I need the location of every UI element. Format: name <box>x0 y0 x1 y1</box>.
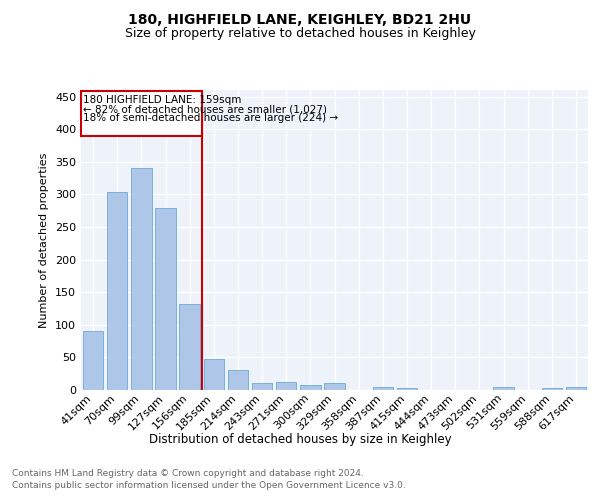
Text: 180, HIGHFIELD LANE, KEIGHLEY, BD21 2HU: 180, HIGHFIELD LANE, KEIGHLEY, BD21 2HU <box>128 12 472 26</box>
Text: Contains public sector information licensed under the Open Government Licence v3: Contains public sector information licen… <box>12 481 406 490</box>
Bar <box>83 332 103 390</box>
Bar <box>566 388 586 390</box>
Bar <box>107 192 127 390</box>
Bar <box>493 386 514 390</box>
Bar <box>155 208 176 390</box>
Bar <box>542 388 562 390</box>
Bar <box>300 386 320 390</box>
Text: Size of property relative to detached houses in Keighley: Size of property relative to detached ho… <box>125 28 475 40</box>
Text: Contains HM Land Registry data © Crown copyright and database right 2024.: Contains HM Land Registry data © Crown c… <box>12 469 364 478</box>
Text: ← 82% of detached houses are smaller (1,027): ← 82% of detached houses are smaller (1,… <box>83 104 328 115</box>
Bar <box>373 386 393 390</box>
Y-axis label: Number of detached properties: Number of detached properties <box>40 152 49 328</box>
Bar <box>252 384 272 390</box>
Text: 180 HIGHFIELD LANE: 159sqm: 180 HIGHFIELD LANE: 159sqm <box>83 94 242 104</box>
Bar <box>324 384 345 390</box>
Text: Distribution of detached houses by size in Keighley: Distribution of detached houses by size … <box>149 432 451 446</box>
Bar <box>227 370 248 390</box>
Bar <box>397 388 417 390</box>
FancyBboxPatch shape <box>81 92 202 136</box>
Bar <box>203 360 224 390</box>
Bar <box>131 168 152 390</box>
Bar <box>276 382 296 390</box>
Bar <box>179 304 200 390</box>
Text: 18% of semi-detached houses are larger (224) →: 18% of semi-detached houses are larger (… <box>83 113 338 123</box>
